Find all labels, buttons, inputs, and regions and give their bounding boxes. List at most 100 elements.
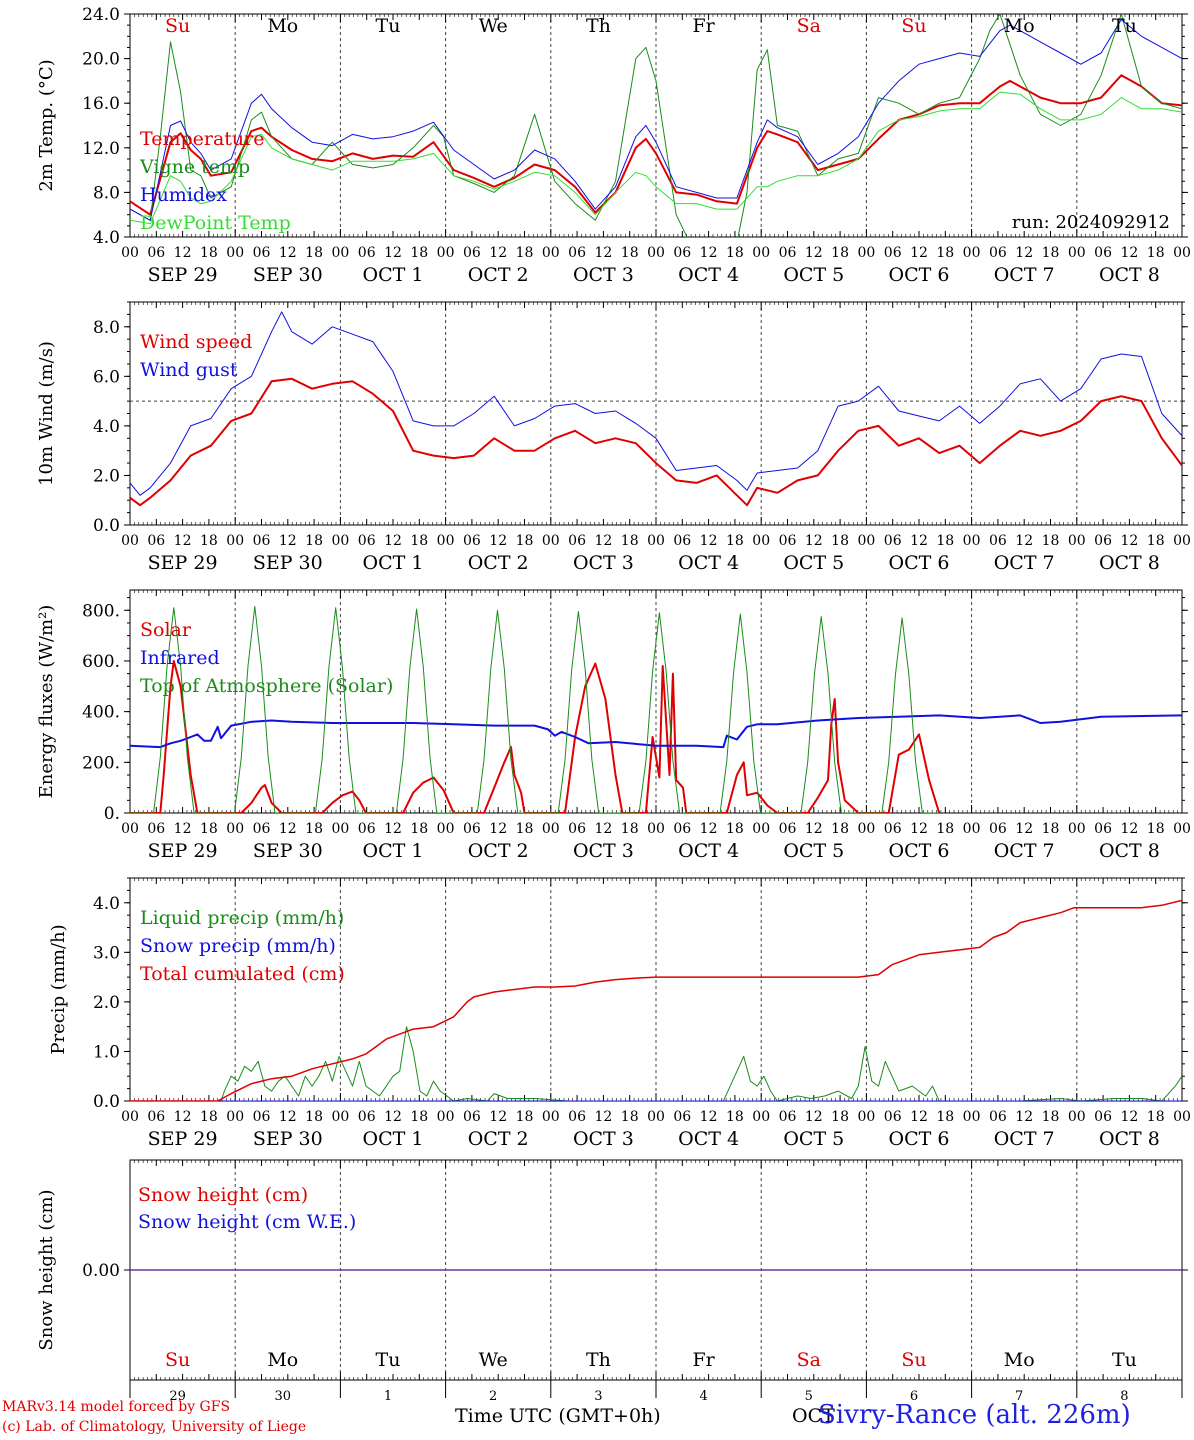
day-name-bottom: Tu: [1112, 1349, 1137, 1371]
hour-tick-label: 12: [1015, 1109, 1033, 1125]
series-line-0: [130, 74, 1182, 216]
y-tick-label: 0.0: [93, 1092, 120, 1112]
day-name-bottom: We: [479, 1349, 508, 1371]
hour-tick-label: 00: [963, 1109, 981, 1125]
hour-tick-label: 00: [752, 1109, 770, 1125]
hour-tick-label: 18: [621, 533, 639, 549]
hour-tick-label: 00: [226, 1109, 244, 1125]
hour-tick-label: 00: [857, 1109, 875, 1125]
hour-tick-label: 12: [174, 533, 192, 549]
hour-tick-label: 12: [700, 821, 718, 837]
chart-panel-1: 0.0 2.0 4.0 6.0 8.0 10m Wind (m/s) 00 06 12 18 SEP…: [36, 301, 1191, 574]
hour-tick-label: 06: [253, 1109, 271, 1125]
hour-tick-label: 18: [1042, 533, 1060, 549]
model-credit-line: MARv3.14 model forced by GFS: [2, 1399, 231, 1415]
hour-tick-label: 00: [1068, 1109, 1086, 1125]
hour-tick-label: 18: [200, 821, 218, 837]
hour-tick-label: 12: [384, 1109, 402, 1125]
series-line-0: [130, 660, 941, 813]
hour-tick-label: 18: [831, 821, 849, 837]
y-tick-label: 4.0: [93, 417, 120, 437]
hour-tick-label: 12: [594, 533, 612, 549]
legend-entry: Humidex: [140, 184, 227, 206]
date-label: SEP 29: [148, 840, 218, 862]
legend-entry: Top of Atmosphere (Solar): [140, 675, 393, 697]
hour-tick-label: 06: [1094, 245, 1112, 261]
hour-tick-label: 00: [857, 821, 875, 837]
day-name-bottom: Su: [901, 1349, 926, 1371]
date-label: OCT 6: [889, 552, 950, 574]
hour-tick-label: 18: [1147, 821, 1165, 837]
hour-tick-label: 06: [568, 245, 586, 261]
date-label: OCT 3: [573, 1128, 634, 1150]
hour-tick-label: 12: [700, 245, 718, 261]
hour-tick-label: 12: [910, 245, 928, 261]
hour-tick-label: 12: [489, 533, 507, 549]
hour-tick-label: 00: [647, 245, 665, 261]
date-label: OCT 1: [363, 264, 424, 286]
day-name-bottom: Mo: [1004, 1349, 1035, 1371]
hour-tick-label: 00: [121, 821, 139, 837]
hour-tick-label: 06: [1094, 1109, 1112, 1125]
date-label: OCT 2: [468, 264, 529, 286]
hour-tick-label: 00: [752, 533, 770, 549]
y-tick-label: 4.0: [93, 228, 120, 248]
hour-tick-label: 00: [121, 245, 139, 261]
hour-tick-label: 00: [437, 533, 455, 549]
legend-entry: Total cumulated (cm): [140, 963, 345, 985]
hour-tick-label: 00: [752, 245, 770, 261]
hour-tick-label: 18: [516, 245, 534, 261]
hour-tick-label: 12: [1120, 1109, 1138, 1125]
hour-tick-label: 18: [200, 245, 218, 261]
date-label: OCT 2: [468, 840, 529, 862]
legend-entry: Vigne temp: [139, 156, 250, 178]
date-label: SEP 30: [253, 840, 323, 862]
hour-tick-label: 18: [1147, 245, 1165, 261]
hour-tick-label: 06: [253, 245, 271, 261]
hour-tick-label: 06: [568, 1109, 586, 1125]
hour-tick-label: 00: [963, 533, 981, 549]
hour-tick-label: 12: [700, 1109, 718, 1125]
date-label: OCT 8: [1099, 552, 1160, 574]
date-label: OCT 4: [678, 552, 739, 574]
date-label: OCT 7: [994, 1128, 1055, 1150]
hour-tick-label: 00: [331, 821, 349, 837]
hour-tick-label: 00: [1068, 245, 1086, 261]
date-label: OCT 7: [994, 840, 1055, 862]
hour-tick-label: 18: [410, 533, 428, 549]
day-name-top: Fr: [692, 15, 715, 37]
plot-frame: [129, 589, 1183, 814]
hour-tick-label: 00: [1173, 245, 1191, 261]
legend-entry: Solar: [140, 619, 192, 641]
hour-tick-label: 12: [910, 1109, 928, 1125]
hour-tick-label: 06: [673, 821, 691, 837]
hour-tick-label: 06: [463, 1109, 481, 1125]
hour-tick-label: 06: [989, 821, 1007, 837]
hour-tick-label: 18: [831, 533, 849, 549]
y-tick-label: 1.0: [93, 1042, 120, 1062]
date-label: OCT 4: [678, 264, 739, 286]
hour-tick-label: 12: [174, 1109, 192, 1125]
day-number: 6: [910, 1389, 918, 1404]
day-number: 5: [805, 1389, 813, 1404]
date-label: OCT 6: [889, 264, 950, 286]
hour-tick-label: 00: [437, 245, 455, 261]
hour-tick-label: 12: [489, 1109, 507, 1125]
stray-oct-label: OCT: [792, 1405, 835, 1427]
y-tick-label: 2.0: [93, 993, 120, 1013]
date-label: OCT 3: [573, 840, 634, 862]
date-label: OCT 2: [468, 1128, 529, 1150]
day-name-top: We: [479, 15, 508, 37]
hour-tick-label: 06: [1094, 533, 1112, 549]
hour-tick-label: 06: [884, 533, 902, 549]
legend-entry: Snow height (cm W.E.): [138, 1211, 356, 1233]
day-name-top: Th: [586, 15, 611, 37]
y-tick-label: 8.0: [93, 183, 120, 203]
hour-tick-label: 06: [884, 821, 902, 837]
hour-tick-label: 12: [384, 245, 402, 261]
day-number: 4: [699, 1389, 707, 1404]
series-line-2: [130, 899, 1182, 1101]
hour-tick-label: 12: [594, 1109, 612, 1125]
date-label: OCT 6: [889, 840, 950, 862]
hour-tick-label: 00: [857, 245, 875, 261]
